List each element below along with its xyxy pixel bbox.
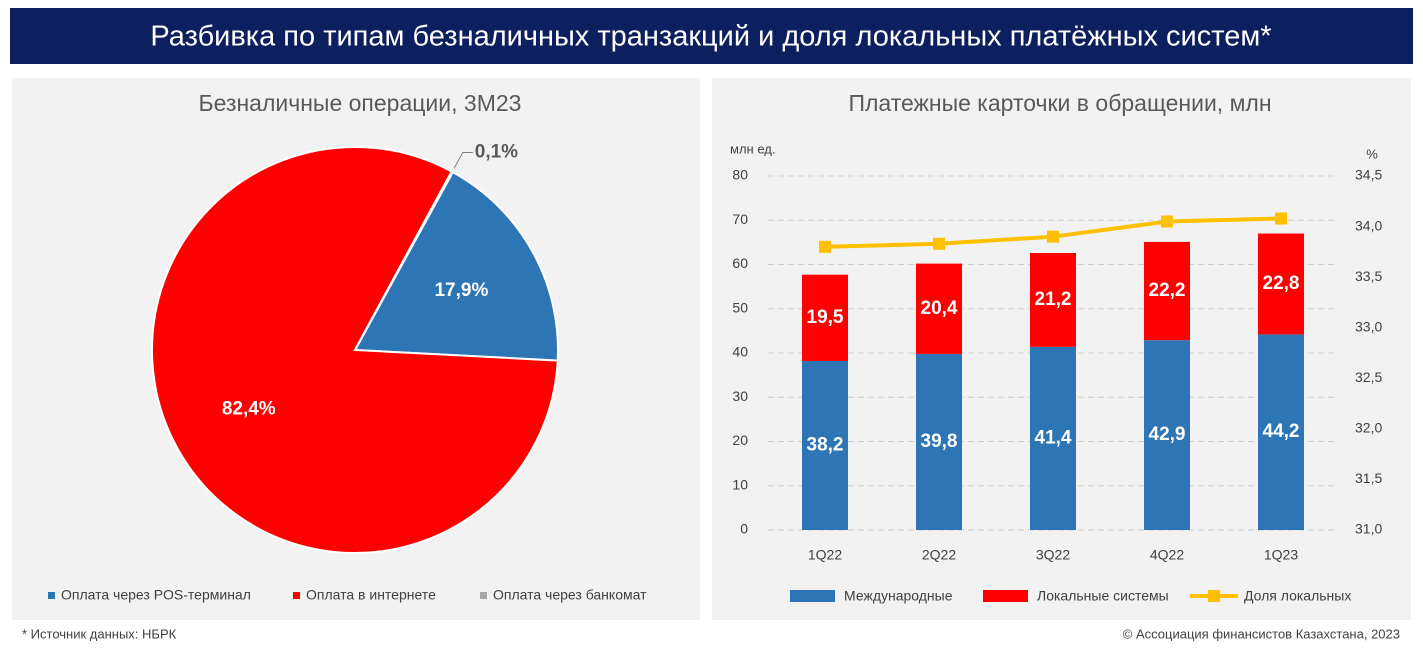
chart-title: Платежные карточки в обращении, млн	[848, 90, 1271, 116]
bar	[916, 353, 962, 530]
data-label: 21,2	[1035, 289, 1072, 310]
bar	[1030, 346, 1076, 530]
y2-tick-label: 33,0	[1355, 318, 1382, 334]
bar	[1144, 340, 1190, 530]
y-axis-title: млн ед.	[730, 141, 775, 156]
y-tick-label: 30	[732, 388, 748, 404]
data-label: 39,8	[921, 431, 958, 452]
pie-slice	[354, 170, 455, 351]
y-tick-label: 0	[740, 521, 748, 537]
chart-title: Безналичные операции, 3М23	[199, 90, 522, 116]
legend-swatch	[48, 592, 55, 599]
legend-label: Оплата через POS-терминал	[61, 587, 251, 603]
y2-tick-label: 34,5	[1355, 167, 1382, 183]
copyright: © Ассоциация финансистов Казахстана, 202…	[1123, 626, 1400, 641]
x-tick-label: 2Q22	[922, 547, 956, 563]
y-tick-label: 70	[732, 211, 748, 227]
data-label: 0,1%	[475, 142, 518, 163]
y2-tick-label: 32,0	[1355, 420, 1382, 436]
legend-swatch	[293, 592, 300, 599]
bar	[1144, 241, 1190, 341]
data-label: 22,2	[1149, 280, 1186, 301]
legend-label: Локальные системы	[1037, 588, 1169, 604]
line-marker	[933, 237, 945, 250]
header-band	[10, 8, 1413, 64]
bar	[1030, 252, 1076, 347]
y-tick-label: 60	[732, 255, 748, 271]
data-label: 17,9%	[434, 280, 488, 301]
y2-axis-title: %	[1366, 146, 1378, 161]
y2-tick-label: 33,5	[1355, 268, 1382, 284]
x-tick-label: 1Q22	[808, 547, 842, 563]
line-marker	[1047, 230, 1059, 243]
pie-slice	[353, 170, 559, 362]
line-marker	[1161, 215, 1173, 228]
y-tick-label: 40	[732, 344, 748, 360]
data-label: 20,4	[921, 298, 958, 319]
bar	[1258, 233, 1304, 335]
x-tick-label: 1Q23	[1264, 547, 1298, 563]
legend-swatch	[983, 590, 1028, 602]
data-label: 42,9	[1149, 424, 1186, 445]
legend-label: Оплата в интернете	[306, 587, 436, 603]
data-label: 82,4%	[222, 399, 276, 420]
source-note: * Источник данных: НБРК	[22, 626, 177, 641]
legend-label: Международные	[844, 588, 953, 604]
data-label: 22,8	[1263, 273, 1300, 294]
leader-line	[453, 151, 473, 169]
data-label: 38,2	[807, 434, 844, 455]
y2-tick-label: 31,0	[1355, 521, 1382, 537]
legend-marker	[1208, 590, 1220, 602]
line-marker	[1275, 212, 1287, 225]
y2-tick-label: 32,5	[1355, 369, 1382, 385]
data-label: 41,4	[1035, 427, 1072, 448]
header-title: Разбивка по типам безналичных транзакций…	[150, 21, 1271, 53]
x-tick-label: 4Q22	[1150, 547, 1184, 563]
bar	[1258, 334, 1304, 530]
bar	[802, 274, 848, 361]
y-tick-label: 80	[732, 167, 748, 183]
legend-swatch	[480, 592, 487, 599]
data-label: 44,2	[1263, 421, 1300, 442]
y-tick-label: 50	[732, 299, 748, 315]
data-label: 19,5	[807, 307, 844, 328]
y-tick-label: 20	[732, 432, 748, 448]
legend-label: Оплата через банкомат	[493, 587, 647, 603]
legend-swatch	[790, 590, 835, 602]
bar	[916, 263, 962, 354]
y2-tick-label: 31,5	[1355, 470, 1382, 486]
y2-tick-label: 34,0	[1355, 217, 1382, 233]
legend-label: Доля локальных	[1244, 588, 1351, 604]
line-marker	[819, 240, 831, 253]
pie-slice	[151, 146, 559, 554]
y-tick-label: 10	[732, 476, 748, 492]
bar	[802, 360, 848, 530]
x-tick-label: 3Q22	[1036, 547, 1070, 563]
